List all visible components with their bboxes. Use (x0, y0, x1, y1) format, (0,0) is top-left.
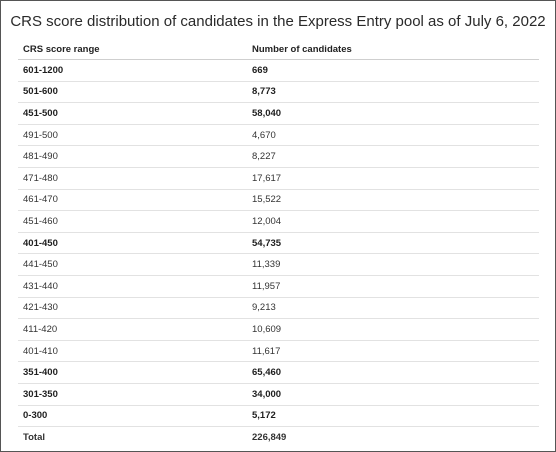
candidate-count-cell: 65,460 (247, 361, 539, 384)
score-range-cell: 481-490 (18, 145, 247, 168)
score-range-cell: 471-480 (18, 167, 247, 190)
column-header-candidates: Number of candidates (247, 39, 539, 60)
score-range-cell: 421-430 (18, 297, 247, 320)
score-range-cell: 501-600 (18, 81, 247, 104)
score-range-cell: 411-420 (18, 318, 247, 341)
score-range-cell: 351-400 (18, 361, 247, 384)
table-row: 461-470 15,522 (18, 189, 539, 212)
score-range-cell: 0-300 (18, 405, 247, 428)
table-body: 601-1200 669 501-600 8,773 451-500 58,040 491-… (18, 59, 539, 428)
table-title: CRS score distribution of candidates in … (10, 13, 546, 30)
candidate-count-cell: 34,000 (247, 383, 539, 406)
candidate-count-cell: 8,773 (247, 81, 539, 104)
score-range-cell: 601-1200 (18, 59, 247, 82)
crs-distribution-table: CRS score range Number of candidates 601… (18, 39, 539, 448)
candidate-count-cell: 11,339 (247, 253, 539, 276)
total-count: 226,849 (252, 431, 287, 443)
table-row: 0-300 5,172 (18, 405, 539, 428)
candidate-count-cell: 4,670 (247, 124, 539, 147)
total-label: Total (23, 431, 45, 443)
table-row: 471-480 17,617 (18, 167, 539, 190)
table-row: 351-400 65,460 (18, 361, 539, 384)
score-range-cell: 401-450 (18, 232, 247, 255)
table-row: 301-350 34,000 (18, 383, 539, 406)
score-range-cell: 441-450 (18, 253, 247, 276)
table-row: 411-420 10,609 (18, 318, 539, 341)
candidate-count-cell: 11,957 (247, 275, 539, 298)
table-row: 441-450 11,339 (18, 253, 539, 276)
table-row: 401-450 54,735 (18, 232, 539, 255)
score-range-cell: 401-410 (18, 340, 247, 363)
score-range-cell: 431-440 (18, 275, 247, 298)
table-row: 451-460 12,004 (18, 210, 539, 233)
candidate-count-cell: 54,735 (247, 232, 539, 255)
score-range-cell: 461-470 (18, 189, 247, 212)
score-range-cell: 451-500 (18, 102, 247, 125)
candidate-count-cell: 5,172 (247, 405, 539, 428)
table-row: 421-430 9,213 (18, 297, 539, 320)
column-header-score-range: CRS score range (18, 39, 247, 60)
score-range-cell: 301-350 (18, 383, 247, 406)
score-range-cell: 491-500 (18, 124, 247, 147)
candidate-count-cell: 11,617 (247, 340, 539, 363)
candidate-count-cell: 10,609 (247, 318, 539, 341)
candidate-count-cell: 9,213 (247, 297, 539, 320)
candidate-count-cell: 12,004 (247, 210, 539, 233)
candidate-count-cell: 17,617 (247, 167, 539, 190)
table-row: 451-500 58,040 (18, 102, 539, 125)
candidate-count-cell: 669 (247, 59, 539, 82)
candidate-count-cell: 58,040 (247, 102, 539, 125)
candidate-count-cell: 15,522 (247, 189, 539, 212)
table-row: 431-440 11,957 (18, 275, 539, 298)
table-row: 481-490 8,227 (18, 145, 539, 168)
table-row: 491-500 4,670 (18, 124, 539, 147)
table-row: 601-1200 669 (18, 59, 539, 82)
table-header-row: CRS score range Number of candidates (18, 39, 539, 60)
score-range-cell: 451-460 (18, 210, 247, 233)
table-row: 501-600 8,773 (18, 81, 539, 104)
table-total-row: Total 226,849 (18, 427, 539, 448)
candidate-count-cell: 8,227 (247, 145, 539, 168)
table-row: 401-410 11,617 (18, 340, 539, 363)
